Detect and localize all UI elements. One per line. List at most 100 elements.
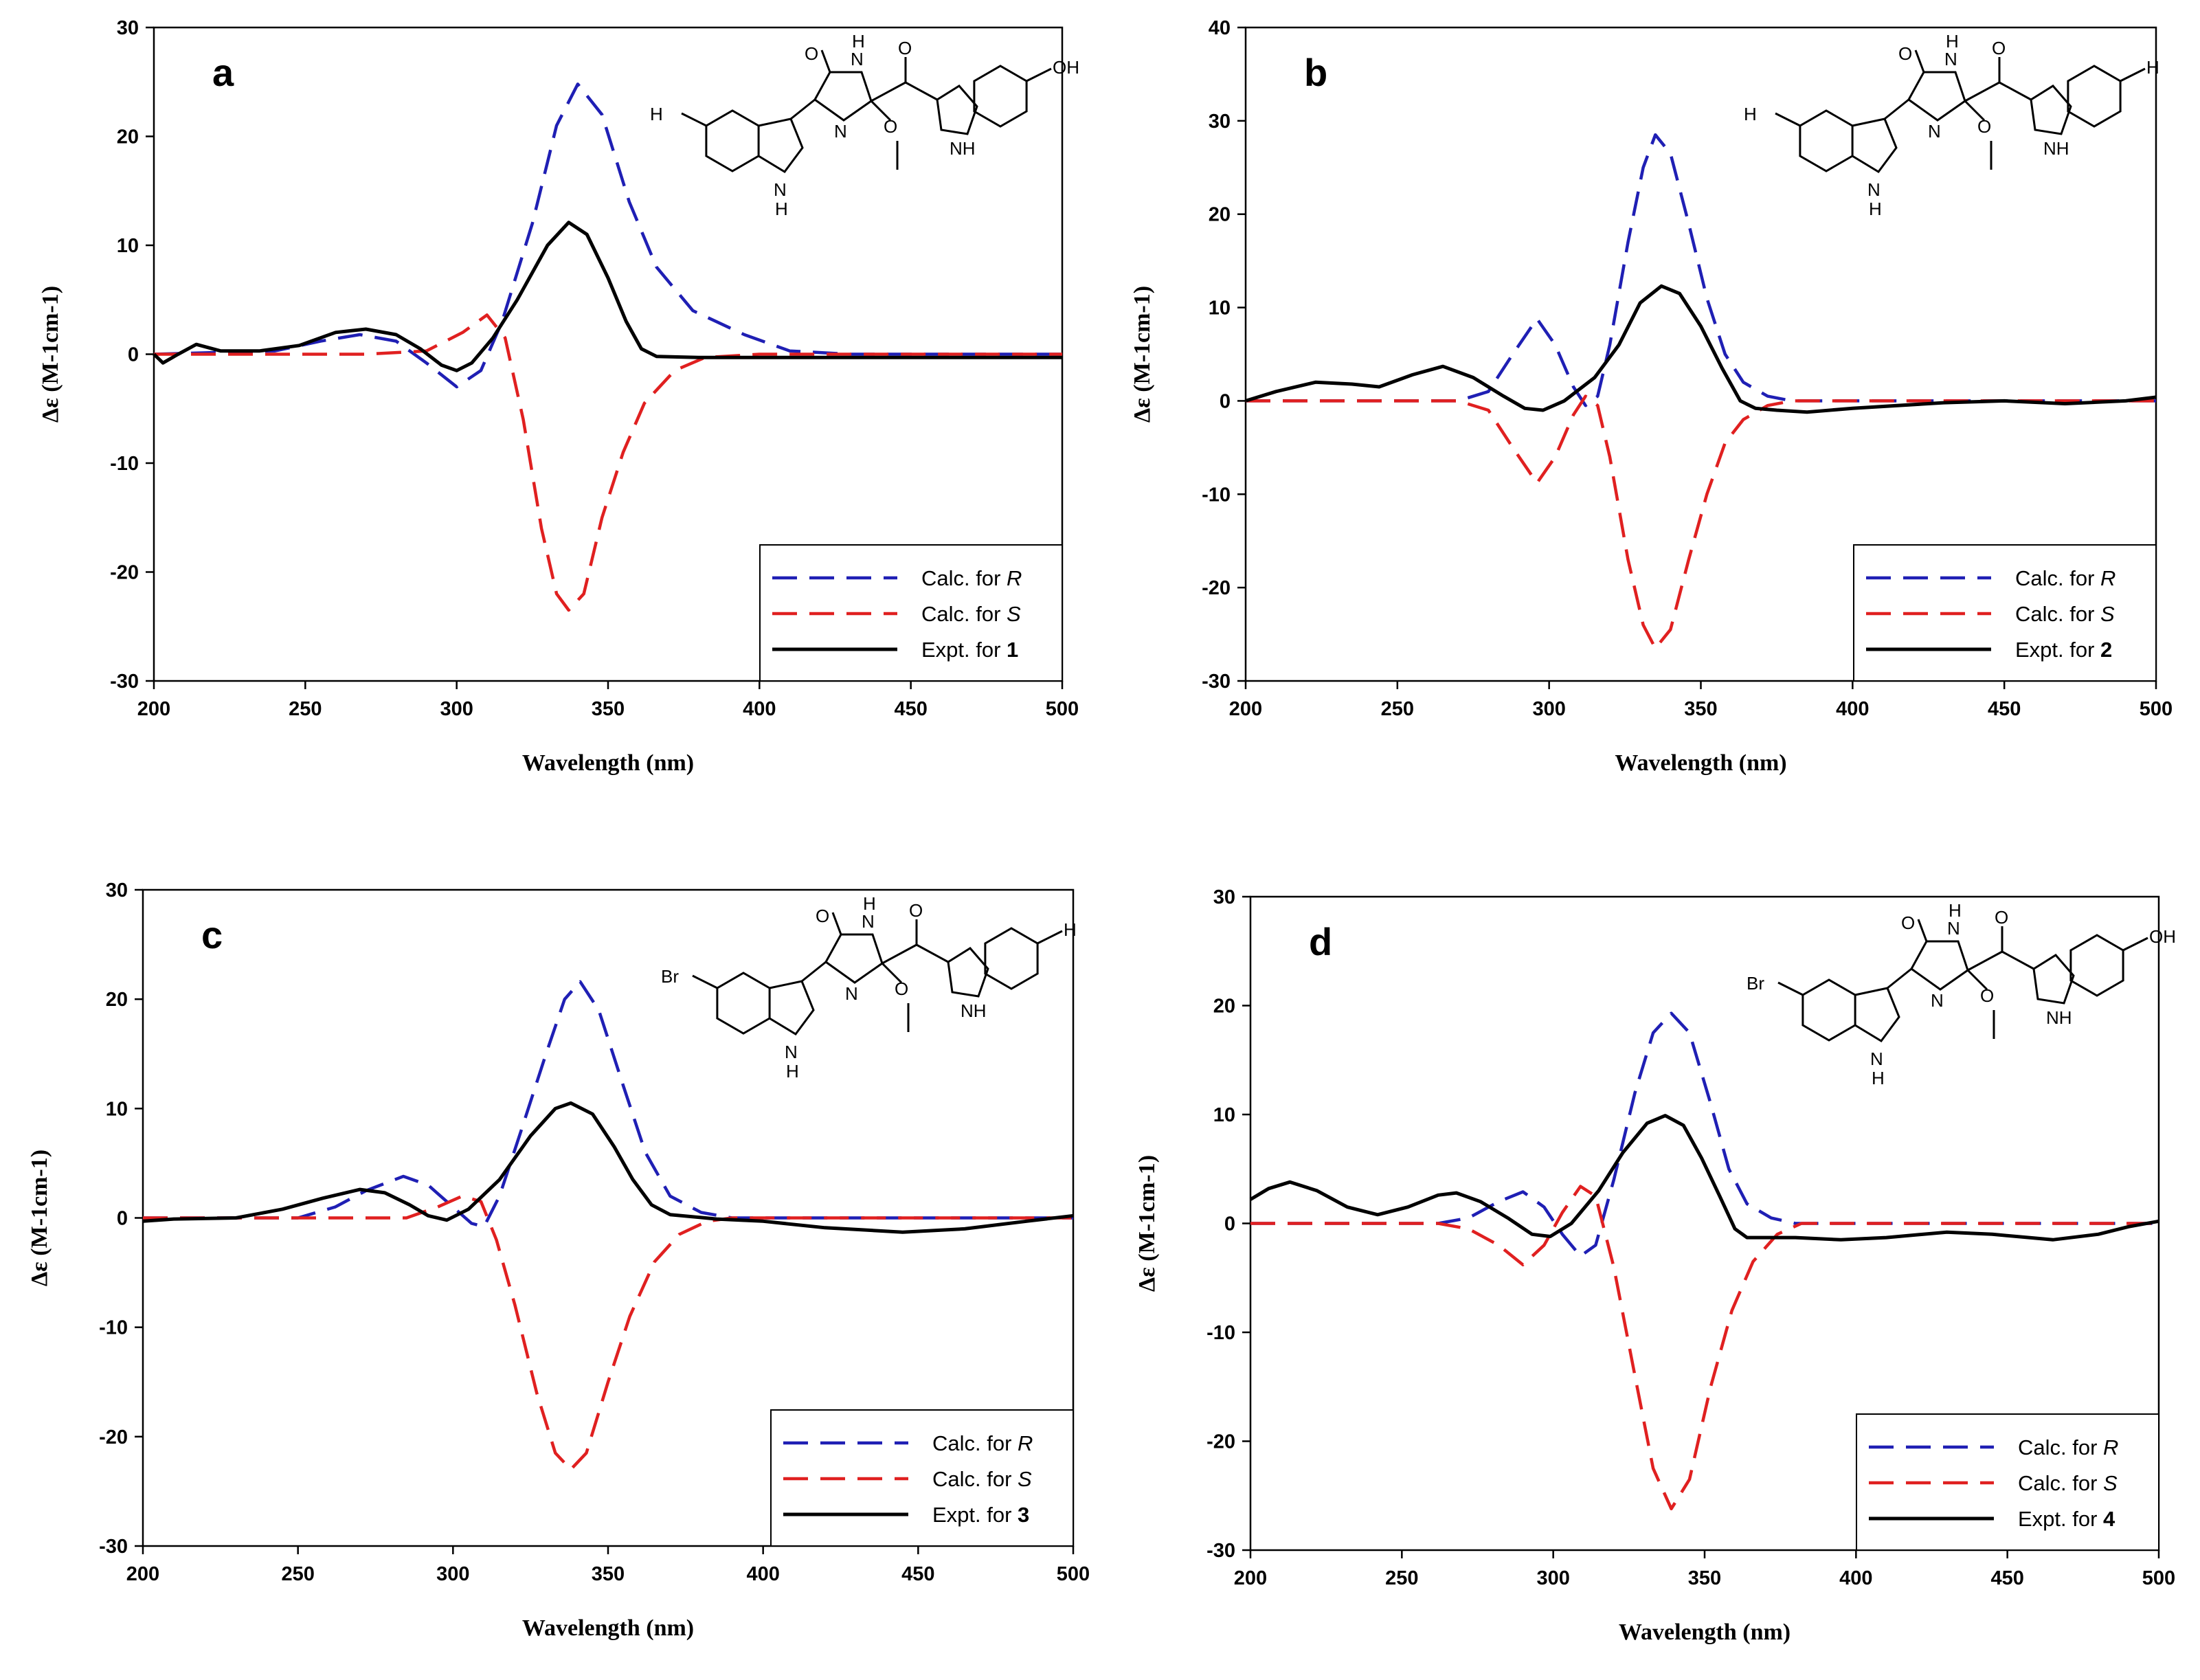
indole-pyrrole-right [947, 947, 989, 998]
y-tick-label: -10 [1206, 1322, 1235, 1344]
y-tick-label: -30 [1202, 671, 1231, 693]
nh-label-left: N [1870, 1049, 1883, 1069]
carbonyl-o-label-1: O [816, 906, 829, 926]
legend-label-s: Calc. for S [2015, 602, 2115, 626]
x-tick-label: 250 [1385, 1567, 1418, 1589]
substituent-bond-left [1775, 112, 1801, 127]
substituent-bond-left [692, 974, 718, 989]
nh-label-left: N [785, 1042, 798, 1062]
nh-h-label-ring: H [863, 893, 876, 914]
x-tick-label: 450 [894, 698, 927, 720]
x-tick-label: 500 [2142, 1567, 2175, 1589]
x-tick-label: 450 [901, 1563, 934, 1585]
ketone-bond-b [916, 943, 949, 963]
indole-pyrrole-right [2032, 954, 2075, 1005]
y-tick-label: 20 [106, 989, 128, 1011]
x-tick-label: 500 [1046, 698, 1079, 720]
nh-label-right: NH [950, 138, 976, 159]
carbonyl-o-label-2: O [898, 38, 912, 58]
right-substituent-label: OH [1053, 57, 1079, 78]
x-tick-label: 350 [592, 698, 625, 720]
legend-label-prefix: Calc. for [932, 1467, 1018, 1491]
indole-benzene-ring-left [1801, 978, 1856, 1042]
methoxy-bond [1966, 969, 1988, 991]
legend-label-expt: Expt. for 2 [2015, 638, 2112, 662]
x-tick-label: 350 [1684, 698, 1717, 720]
ketone-bond-b [2001, 950, 2034, 970]
y-tick-label: 20 [1209, 204, 1231, 226]
nh-h-label-ring: H [1949, 900, 1962, 921]
x-axis-title: Wavelength (nm) [1619, 1620, 1791, 1645]
y-tick-label: -20 [1202, 577, 1231, 599]
carbonyl-bond-1 [820, 49, 831, 73]
indole-pyrrole-left [758, 117, 804, 173]
ketone-bond-a [871, 81, 906, 102]
legend-label-prefix: Expt. for [2018, 1507, 2103, 1531]
link-bond-left [801, 961, 827, 983]
legend-label-prefix: Calc. for [921, 566, 1007, 590]
nh-label-ring: N [862, 911, 875, 932]
methoxy-o-label: O [1977, 116, 1991, 137]
x-tick-label: 300 [440, 698, 473, 720]
legend-label-prefix: Calc. for [2015, 566, 2100, 590]
nh-label-right: NH [961, 1000, 987, 1021]
left-substituent-label: H [1744, 104, 1757, 124]
legend-label-prefix: Calc. for [2018, 1435, 2103, 1459]
ketone-bond-b [905, 81, 938, 101]
indole-benzene-ring-right [973, 65, 1028, 128]
n-label-ring: N [845, 983, 858, 1004]
y-tick-label: 10 [106, 1098, 128, 1120]
carbonyl-o-label-1: O [805, 43, 818, 64]
right-substituent-label: OH [2149, 926, 2176, 947]
y-tick-label: -20 [110, 562, 139, 584]
x-tick-label: 300 [436, 1563, 469, 1585]
x-tick-label: 500 [2140, 698, 2173, 720]
y-tick-label: 30 [1213, 886, 1235, 908]
legend-label-prefix: Calc. for [932, 1431, 1018, 1455]
indole-benzene-ring-left [705, 109, 760, 172]
legend-label-suffix: R [2100, 566, 2115, 590]
imidazolone-ring [1910, 940, 1969, 991]
series-line-s [154, 313, 1062, 612]
legend-label-r: Calc. for R [2015, 566, 2115, 590]
y-tick-label: 30 [106, 880, 128, 901]
nh-label-right: NH [2043, 138, 2069, 159]
panel-letter: c [201, 913, 223, 956]
y-tick-label: -10 [1202, 484, 1231, 506]
legend-label-s: Calc. for S [932, 1467, 1032, 1491]
substituent-bond-right [2122, 937, 2148, 952]
legend-label-suffix: S [2100, 602, 2115, 626]
legend-label-prefix: Expt. for [932, 1503, 1018, 1527]
x-axis-title: Wavelength (nm) [1615, 750, 1786, 776]
carbonyl-o-label-1: O [1901, 912, 1915, 933]
carbonyl-bond-1 [1914, 49, 1925, 73]
methoxy-o-label: O [895, 978, 908, 999]
nh-h-label-ring: H [1946, 31, 1959, 52]
panel-letter: d [1309, 920, 1332, 963]
x-tick-label: 400 [1836, 698, 1869, 720]
methoxy-o-label: O [884, 116, 897, 137]
legend-label-s: Calc. for S [921, 602, 1021, 626]
legend-label-expt: Expt. for 4 [2018, 1507, 2115, 1531]
legend-label-suffix: S [1018, 1467, 1032, 1491]
series-line-r [153, 82, 1062, 389]
panel-b: 200 250 300 350 400 450 500 -30 -20 -10 0 10 20 30 40 W… [1130, 17, 2173, 776]
legend-label-expt: Expt. for 1 [921, 638, 1018, 662]
x-tick-label: 200 [1234, 1567, 1267, 1589]
substituent-bond-left [1777, 981, 1804, 996]
legend-label-prefix: Expt. for [2015, 638, 2100, 662]
n-label-ring: N [834, 121, 847, 142]
imidazolone-ring [1907, 71, 1966, 122]
legend-label-suffix: R [1018, 1431, 1033, 1455]
nh-h-label-left: H [775, 199, 788, 219]
substituent-bond-left [681, 112, 707, 127]
methoxy-o-label: O [1980, 985, 1994, 1006]
y-tick-label: -30 [1206, 1540, 1235, 1562]
y-tick-label: 10 [1209, 298, 1231, 320]
